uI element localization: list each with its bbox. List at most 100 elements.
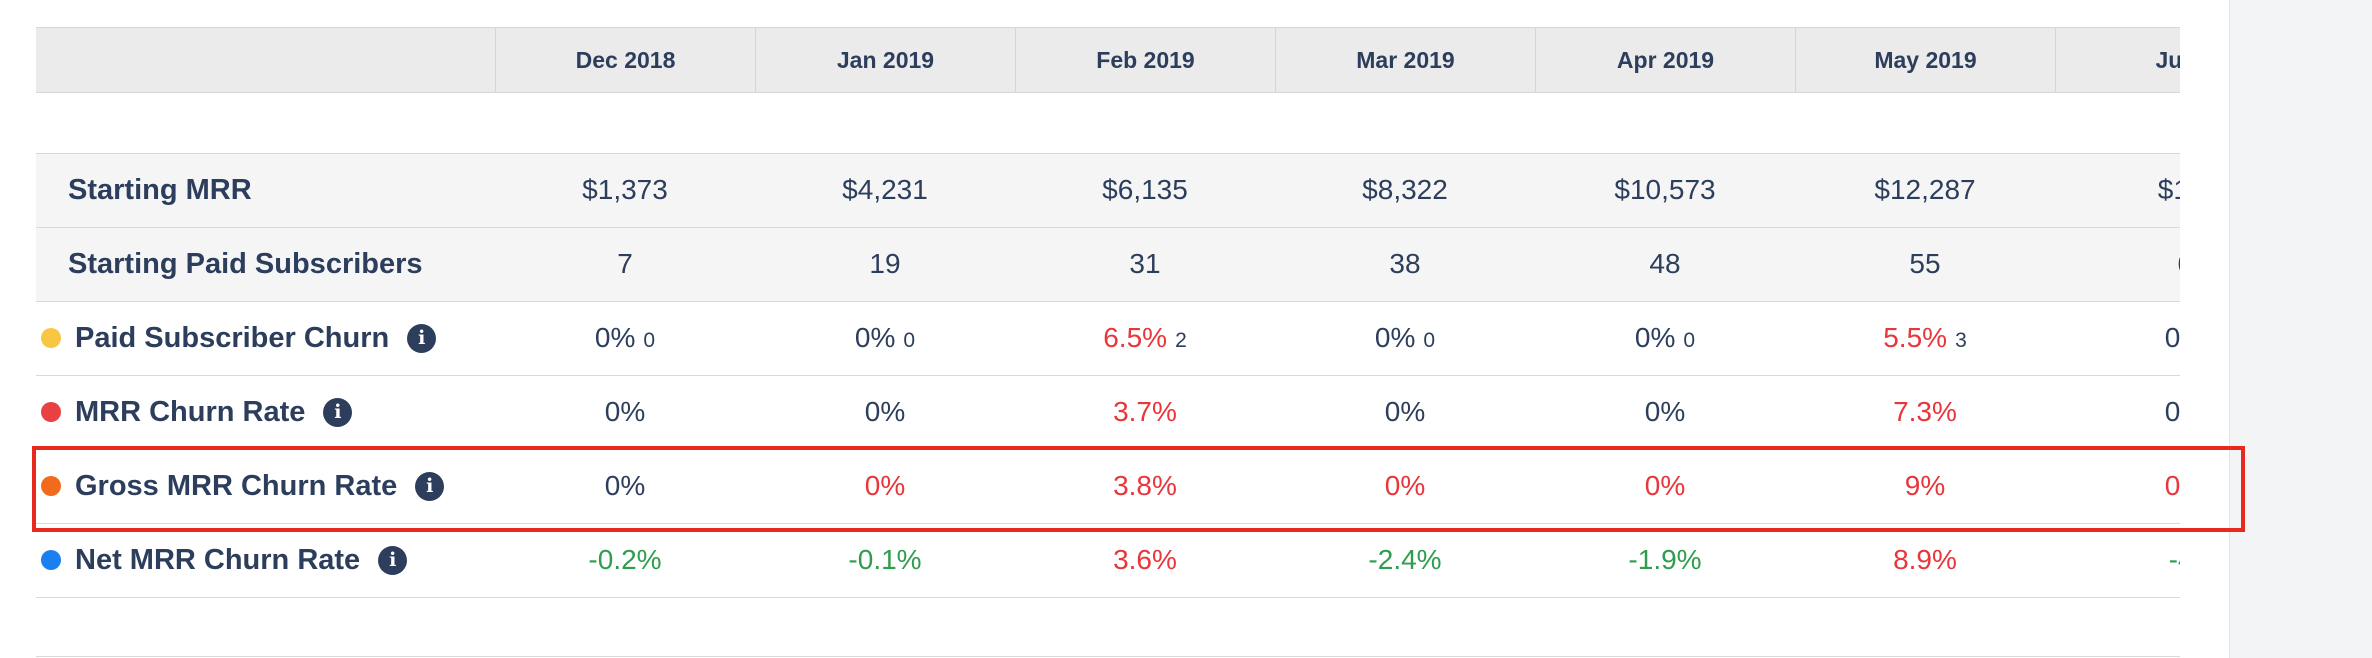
row-label: Starting MRR (36, 153, 495, 227)
cell-count: 0 (1423, 329, 1436, 352)
cell: 0% (495, 449, 755, 523)
cell-value: 8.9% (1893, 544, 1957, 575)
cell-value: 6 (2177, 248, 2180, 280)
column-header: May 2019 (1795, 27, 2055, 93)
status-dot (41, 476, 61, 496)
row-label: MRR Churn Rate i (36, 375, 495, 449)
cell: 31 (1015, 227, 1275, 301)
row-label: Net MRR Churn Rate i (36, 523, 495, 597)
cell: 0% (1275, 375, 1535, 449)
cell-value: -4. (2168, 544, 2180, 575)
cell: 38 (1275, 227, 1535, 301)
cell-value: 0% (1384, 470, 1426, 501)
column-header: Mar 2019 (1275, 27, 1535, 93)
info-icon[interactable]: i (323, 397, 353, 427)
cell: 6 (2055, 227, 2180, 301)
cell-value: 0% (864, 470, 906, 501)
cell: 0% 0 (1275, 301, 1535, 375)
cell: 8.9% (1795, 523, 2055, 597)
row (36, 227, 2180, 301)
cell: 55 (1795, 227, 2055, 301)
header-row (36, 27, 2180, 93)
label-text: Paid Subscriber Churn (75, 321, 390, 354)
info-icon[interactable]: i (378, 545, 408, 575)
cell-value: 0% (604, 470, 646, 501)
cell-value: 0% (1374, 322, 1416, 353)
cell: -0.1% (755, 523, 1015, 597)
column-header: Jun 2 (2055, 27, 2180, 93)
cell-value: $4,231 (842, 174, 928, 205)
cell-value: 48 (1649, 248, 1681, 279)
label-text: Starting MRR (68, 173, 252, 206)
cell-value: 0% (1644, 470, 1686, 501)
cell-value: 0% (1384, 396, 1426, 427)
status-dot (41, 550, 61, 570)
cell: 0% (1535, 449, 1795, 523)
column-header: Dec 2018 (495, 27, 755, 93)
cell: 0% (755, 449, 1015, 523)
cell: -2.4% (1275, 523, 1535, 597)
cell-value: 19 (869, 248, 901, 279)
side-panel (2229, 0, 2372, 658)
cell-count: 0 (1683, 329, 1696, 352)
cell-value: $12,287 (1874, 174, 1976, 205)
info-icon[interactable]: i (407, 323, 437, 353)
cell: 0% 0 (495, 301, 755, 375)
cell-value: 0% (2164, 322, 2180, 353)
row-border (36, 656, 2180, 657)
row (36, 153, 2180, 227)
cell-value: $6,135 (1102, 174, 1188, 205)
cell-value: 3.6% (1113, 544, 1177, 575)
row (36, 301, 2180, 375)
cell-value: 3.7% (1113, 396, 1177, 427)
cell-value: 9% (1904, 470, 1946, 501)
column-header: Apr 2019 (1535, 27, 1795, 93)
cell-value: 38 (1389, 248, 1421, 279)
cell-value: 31 (1129, 248, 1161, 279)
cell-value: 7.3% (1893, 396, 1957, 427)
cell-value: 55 (1909, 248, 1941, 279)
cell-value: $10,573 (1614, 174, 1716, 205)
cell-value: -0.2% (588, 544, 662, 575)
cell-count: 3 (1955, 329, 1967, 352)
table: Dec 2018 Jan 2019 Feb 2019 Mar 2019 Apr 2019… (36, 0, 2180, 658)
cell: 3.8% (1015, 449, 1275, 523)
cell: 6.5% 2 (1015, 301, 1275, 375)
label-text: Starting Paid Subscribers (68, 247, 423, 280)
cell: -4. (2055, 523, 2180, 597)
highlight-box (32, 446, 2245, 532)
cell-value: 0% (854, 322, 896, 353)
cell: $13, (2055, 153, 2180, 227)
status-dot (41, 402, 61, 422)
cell: 3.6% (1015, 523, 1275, 597)
cell: 7 (495, 227, 755, 301)
cell-count: 2 (1175, 329, 1187, 352)
cell-value: 6.5% (1103, 322, 1168, 353)
info-icon[interactable]: i (415, 471, 445, 501)
status-dot (41, 328, 61, 348)
row-label: Paid Subscriber Churn i (36, 301, 495, 375)
cell-value: $13, (2157, 174, 2180, 205)
cell-value: 7 (617, 248, 633, 279)
label-text: MRR Churn Rate (75, 395, 306, 428)
cell-value: 0% (594, 322, 636, 353)
cell: $8,322 (1275, 153, 1535, 227)
cell: 0% (2055, 375, 2180, 449)
label-text: Gross MRR Churn Rate (75, 469, 398, 502)
cell: 9% (1795, 449, 2055, 523)
cell: $12,287 (1795, 153, 2055, 227)
cell: 0% (755, 375, 1015, 449)
cell-value: $8,322 (1362, 174, 1448, 205)
row-label: Gross MRR Churn Rate i (36, 449, 495, 523)
cell: 0% (2055, 449, 2180, 523)
cell: 5.5% 3 (1795, 301, 2055, 375)
cell: 7.3% (1795, 375, 2055, 449)
cell: 0% (1535, 375, 1795, 449)
cell: 0% (2055, 301, 2180, 375)
cell: $4,231 (755, 153, 1015, 227)
cell-value: 0% (604, 396, 646, 427)
cell: $6,135 (1015, 153, 1275, 227)
cell: 48 (1535, 227, 1795, 301)
cell: 0% (1275, 449, 1535, 523)
